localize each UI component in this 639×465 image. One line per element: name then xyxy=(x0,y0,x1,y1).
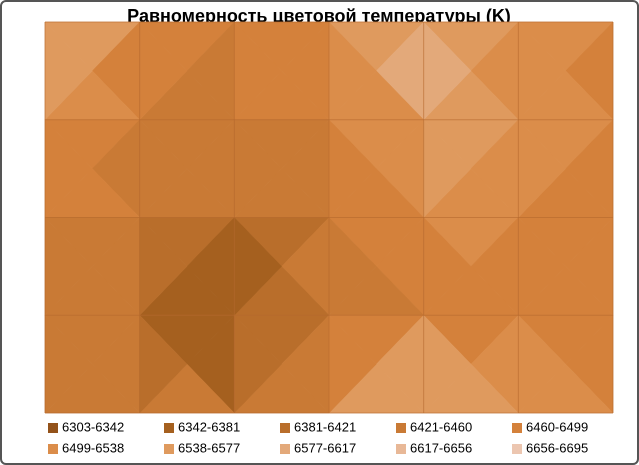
legend-swatch xyxy=(280,444,290,454)
legend-swatch xyxy=(396,444,406,454)
legend-swatch xyxy=(164,423,174,433)
legend-label: 6421-6460 xyxy=(410,419,472,434)
legend-label: 6577-6617 xyxy=(294,440,356,455)
legend-label: 6656-6695 xyxy=(526,440,588,455)
legend-label: 6538-6577 xyxy=(178,440,240,455)
legend-label: 6303-6342 xyxy=(62,419,124,434)
legend-swatch xyxy=(396,423,406,433)
legend-label: 6460-6499 xyxy=(526,419,588,434)
legend-swatch xyxy=(280,423,290,433)
legend-swatch xyxy=(164,444,174,454)
legend-label: 6617-6656 xyxy=(410,440,472,455)
legend-swatch xyxy=(512,444,522,454)
chart-title: Равномерность цветовой температуры (K) xyxy=(127,6,511,26)
legend-label: 6499-6538 xyxy=(62,440,124,455)
legend-swatch xyxy=(512,423,522,433)
legend-swatch xyxy=(48,444,58,454)
legend-label: 6342-6381 xyxy=(178,419,240,434)
legend-label: 6381-6421 xyxy=(294,419,356,434)
legend-swatch xyxy=(48,423,58,433)
